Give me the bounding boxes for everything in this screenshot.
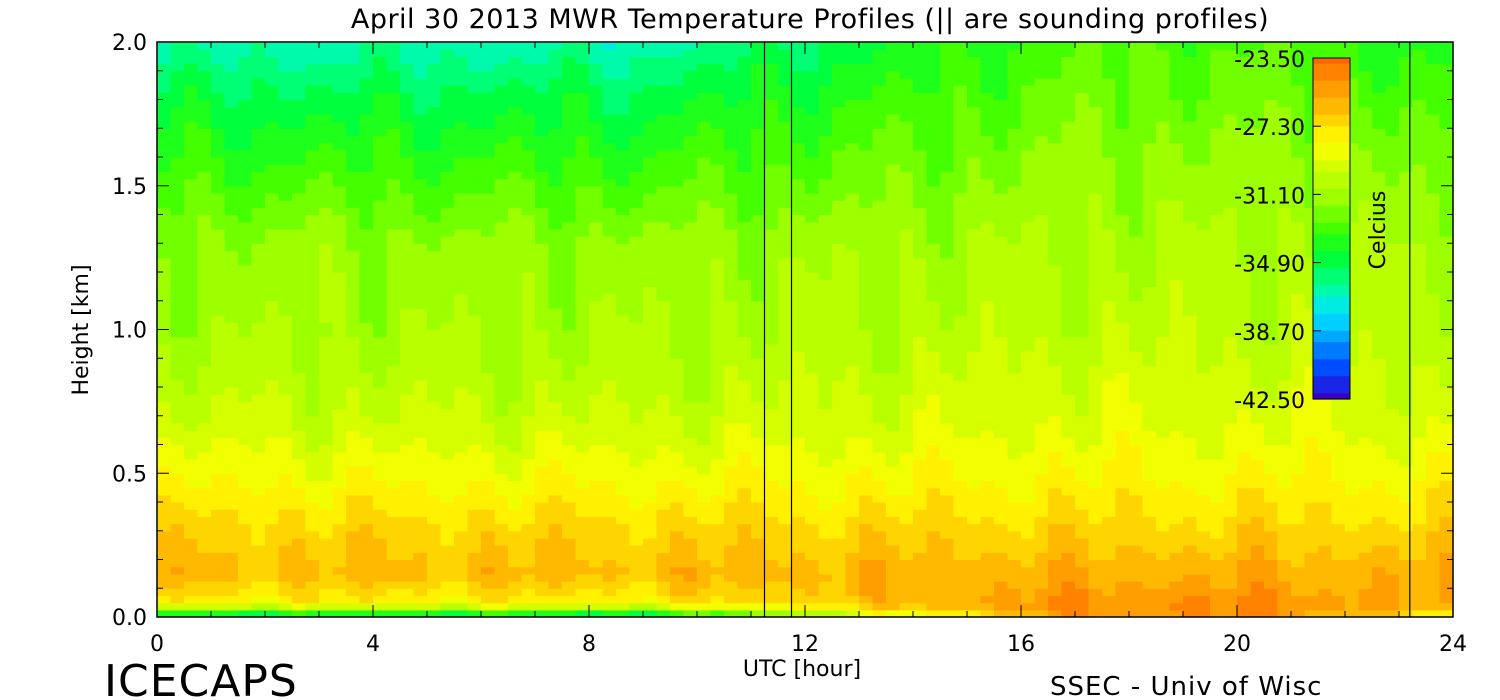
x-tick-label: 8 [582,632,596,657]
y-tick-label: 2.0 [112,31,147,56]
colorbar-tick-label: -38.70 [1234,321,1305,346]
colorbar-tick-label: -23.50 [1234,48,1305,73]
axis-ticks: 0 4 8 12 16 20 24 0.0 0.5 1.0 1.5 2.0 [112,31,1467,657]
x-tick-label: 20 [1223,632,1251,657]
x-tick-label: 16 [1007,632,1035,657]
y-tick-label: 1.0 [112,319,147,344]
colorbar-tick-label: -31.10 [1234,184,1305,209]
institution-credit: SSEC - Univ of Wisc [1050,672,1322,700]
y-tick-label: 1.5 [112,175,147,200]
sounding-markers [763,42,1411,617]
y-tick-label: 0.5 [112,462,147,487]
x-tick-label: 0 [150,632,164,657]
x-axis-label: UTC [hour] [743,657,861,682]
y-axis-label: Height [km] [69,264,94,395]
colorbar-frame [1312,57,1351,400]
x-tick-label: 24 [1439,632,1467,657]
colorbar-tick-label: -34.90 [1234,253,1305,278]
colorbar-label: Celcius [1366,191,1391,270]
y-tick-label: 0.0 [112,606,147,631]
chart-title: April 30 2013 MWR Temperature Profiles (… [351,4,1269,35]
heatmap-field [157,42,1453,617]
x-tick-label: 12 [791,632,819,657]
colorbar: -23.50 -27.30 -31.10 -34.90 -38.70 -42.50 [1234,48,1351,414]
colorbar-tick-label: -42.50 [1234,389,1305,414]
colorbar-tick-label: -27.30 [1234,116,1305,141]
project-logo-text: ICECAPS [104,656,298,700]
x-tick-label: 4 [366,632,380,657]
